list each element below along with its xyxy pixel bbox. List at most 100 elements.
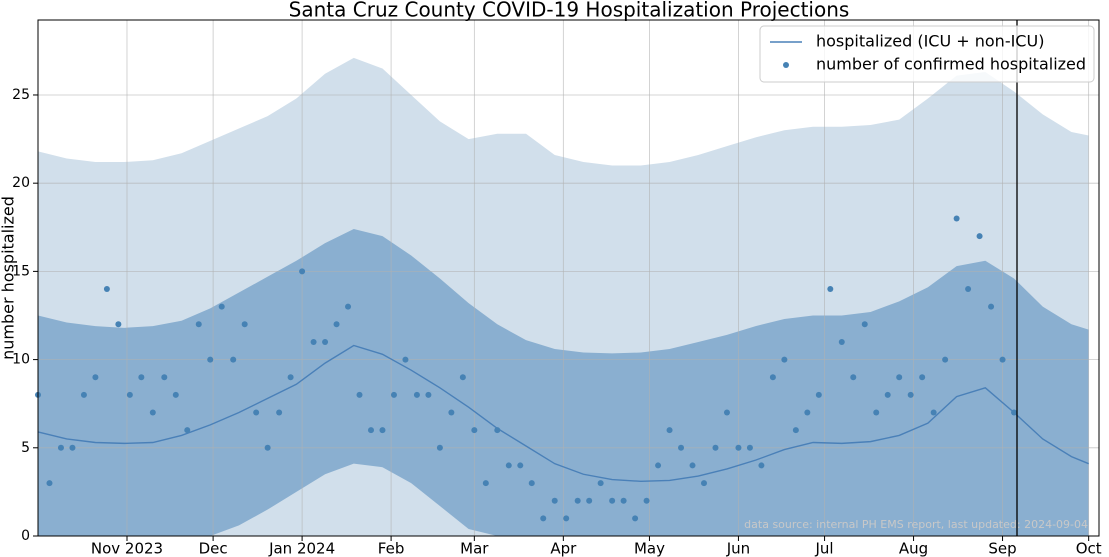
point <box>80 391 87 398</box>
point <box>861 321 868 328</box>
point <box>471 427 478 434</box>
point <box>253 409 260 416</box>
point <box>942 356 949 363</box>
point <box>620 497 627 504</box>
point <box>586 497 593 504</box>
x-tick-label: Jan 2024 <box>268 540 335 557</box>
point <box>390 391 397 398</box>
point <box>632 515 639 522</box>
point <box>907 391 914 398</box>
point <box>953 215 960 222</box>
point <box>184 427 191 434</box>
point <box>930 409 937 416</box>
point <box>1011 409 1018 416</box>
point <box>896 374 903 381</box>
point <box>448 409 455 416</box>
point <box>769 374 776 381</box>
y-tick-label: 15 <box>12 263 30 279</box>
point <box>149 409 156 416</box>
y-tick-label: 5 <box>21 440 30 456</box>
point <box>241 321 248 328</box>
point <box>425 391 432 398</box>
point <box>356 391 363 398</box>
point <box>563 515 570 522</box>
point <box>528 480 535 487</box>
point <box>723 409 730 416</box>
x-tick-label: Nov 2023 <box>91 540 163 557</box>
point <box>655 462 662 469</box>
y-tick-label: 0 <box>21 528 30 544</box>
point <box>689 462 696 469</box>
x-tick-label: Mar <box>460 540 489 557</box>
point <box>700 480 707 487</box>
y-tick-label: 10 <box>12 352 30 368</box>
point <box>459 374 466 381</box>
x-tick-label: Apr <box>550 540 577 557</box>
point <box>505 462 512 469</box>
point <box>218 303 225 310</box>
legend-swatch <box>783 62 789 68</box>
point <box>873 409 880 416</box>
point <box>195 321 202 328</box>
point <box>276 409 283 416</box>
plot-frame <box>37 19 1100 537</box>
chart-title: Santa Cruz County COVID-19 Hospitalizati… <box>289 0 850 22</box>
point <box>333 321 340 328</box>
point <box>597 480 604 487</box>
x-tick-label: Jul <box>815 540 834 557</box>
point <box>678 444 685 451</box>
point <box>103 286 110 293</box>
point <box>804 409 811 416</box>
point <box>792 427 799 434</box>
point <box>712 444 719 451</box>
point <box>413 391 420 398</box>
point <box>574 497 581 504</box>
point <box>988 303 995 310</box>
point <box>322 338 329 345</box>
point <box>367 427 374 434</box>
y-axis-label: number hospitalized <box>0 196 18 360</box>
point <box>494 427 501 434</box>
point <box>919 374 926 381</box>
point <box>287 374 294 381</box>
point <box>264 444 271 451</box>
x-tick-label: Jun <box>726 540 750 557</box>
plot-area <box>33 20 1099 537</box>
annotation: data source: internal PH EMS report, las… <box>744 518 1088 531</box>
point <box>827 286 834 293</box>
x-tick-label: Feb <box>378 540 405 557</box>
line <box>37 344 1089 483</box>
point <box>161 374 168 381</box>
point <box>115 321 122 328</box>
point <box>207 356 214 363</box>
point <box>310 338 317 345</box>
y-tick-label: 25 <box>12 87 30 103</box>
point <box>781 356 788 363</box>
point <box>402 356 409 363</box>
point <box>482 480 489 487</box>
point <box>551 497 558 504</box>
x-tick-label: Aug <box>899 540 928 557</box>
y-tick-label: 20 <box>12 175 30 191</box>
point <box>172 391 179 398</box>
point <box>540 515 547 522</box>
point <box>758 462 765 469</box>
point <box>609 497 616 504</box>
point <box>838 338 845 345</box>
point <box>379 427 386 434</box>
point <box>69 444 76 451</box>
point <box>138 374 145 381</box>
point <box>965 286 972 293</box>
point <box>92 374 99 381</box>
point <box>299 268 306 275</box>
x-tick-label: May <box>634 540 665 557</box>
legend-label: hospitalized (ICU + non-ICU) <box>816 32 1044 51</box>
point <box>643 497 650 504</box>
point <box>57 444 64 451</box>
point <box>517 462 524 469</box>
point <box>345 303 352 310</box>
point <box>436 444 443 451</box>
point <box>46 480 53 487</box>
point <box>230 356 237 363</box>
point <box>884 391 891 398</box>
